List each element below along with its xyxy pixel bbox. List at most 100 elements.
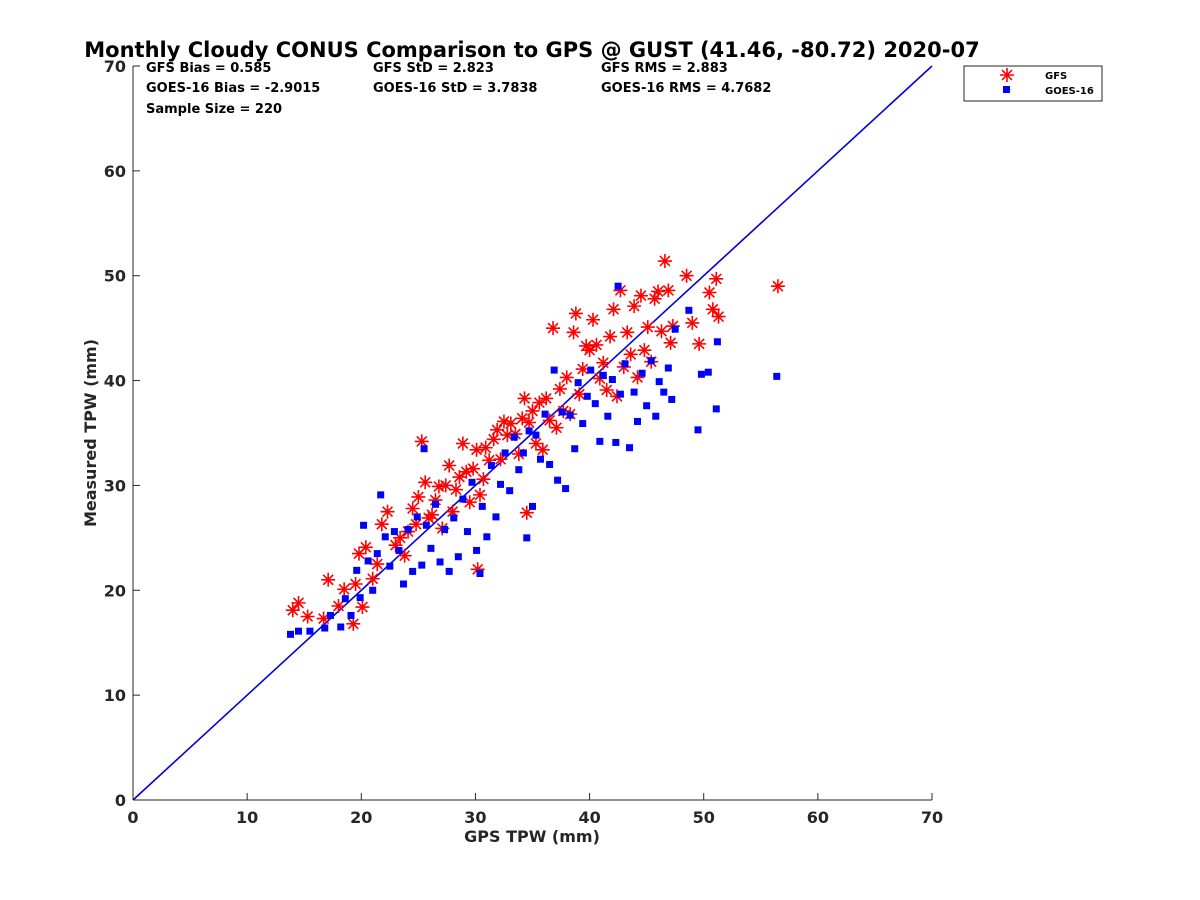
gfs-point: [414, 434, 429, 449]
goes-16-point: [478, 502, 486, 510]
gfs-point: [654, 324, 669, 339]
x-tick-label: 10: [236, 808, 258, 827]
goes-16-point: [337, 623, 345, 631]
gfs-point: [542, 413, 557, 428]
gfs-point: [482, 453, 497, 468]
gfs-point: [546, 321, 561, 336]
gfs-point: [630, 370, 645, 385]
gfs-point: [452, 470, 467, 485]
gfs-point: [418, 475, 433, 490]
chart-title: Monthly Cloudy CONUS Comparison to GPS @…: [84, 38, 979, 62]
goes-16-point: [395, 546, 403, 554]
gfs-point: [566, 325, 581, 340]
goes-16-point: [459, 495, 467, 503]
y-tick-label: 10: [104, 686, 126, 705]
goes-16-point: [634, 417, 642, 425]
gfs-point: [568, 306, 583, 321]
gfs-point: [321, 572, 336, 587]
gfs-point: [503, 416, 518, 431]
plot-area: 0 10 20 30 40 50 60 70 0 10 20 30 40 50 60 70 GFS Bias…: [104, 57, 943, 827]
goes-16-point: [546, 460, 554, 468]
gfs-point: [291, 595, 306, 610]
goes-16-point: [612, 438, 620, 446]
gfs-point: [627, 299, 642, 314]
goes-16-point: [373, 550, 381, 558]
gfs-point: [709, 271, 724, 286]
gfs-point: [702, 285, 717, 300]
y-tick-label: 70: [104, 57, 126, 76]
gfs-point: [380, 504, 395, 519]
stat-gfs-rms: GFS RMS = 2.883: [601, 61, 728, 76]
gfs-point: [300, 609, 315, 624]
gfs-point: [355, 600, 370, 615]
gfs-point: [455, 436, 470, 451]
goes-16-point: [431, 500, 439, 508]
goes-16-point: [712, 405, 720, 413]
gfs-point: [606, 302, 621, 317]
legend-goes-16-marker: [1003, 86, 1010, 93]
gfs-point: [496, 414, 511, 429]
gfs-point: [374, 517, 389, 532]
goes-16-point: [713, 338, 721, 346]
goes-16-point: [420, 445, 428, 453]
stat-goes-bias: GOES-16 Bias = -2.9015: [146, 81, 320, 96]
goes-16-point: [468, 478, 476, 486]
legend-label-gfs: GFS: [1045, 71, 1067, 82]
goes-16-point: [347, 611, 355, 619]
goes-16-point: [487, 462, 495, 470]
y-tick-label: 30: [104, 476, 126, 495]
goes-16-point: [583, 392, 591, 400]
goes-16-point: [587, 366, 595, 374]
gfs-point: [517, 391, 532, 406]
goes-16-point: [306, 627, 314, 635]
goes-16-point: [427, 544, 435, 552]
goes-16-point: [409, 567, 417, 575]
gfs-point: [470, 562, 485, 577]
goes-16-point: [630, 388, 638, 396]
gfs-point: [478, 440, 493, 455]
gfs-point: [515, 411, 530, 426]
gfs-point: [500, 428, 515, 443]
goes-16-point: [422, 521, 430, 529]
goes-16-point: [360, 521, 368, 529]
gfs-point: [575, 362, 590, 377]
gfs-point: [657, 254, 672, 269]
goes-16-point: [647, 357, 655, 365]
gfs-point: [459, 464, 474, 479]
gfs-point: [647, 291, 662, 306]
y-tick-label: 0: [115, 791, 126, 810]
gfs-point: [596, 355, 611, 370]
goes-16-point: [643, 402, 651, 410]
goes-16-point: [532, 431, 540, 439]
gfs-point: [640, 320, 655, 335]
x-axis-ticks: 0 10 20 30 40 50 60 70: [127, 793, 943, 827]
gfs-point: [603, 329, 618, 344]
goes-16-point: [638, 369, 646, 377]
goes-16-point: [529, 502, 536, 510]
goes-16-point: [353, 566, 361, 574]
gfs-point: [469, 442, 484, 457]
goes-16-point: [436, 558, 444, 566]
gfs-point: [490, 422, 505, 437]
gfs-point: [472, 487, 487, 502]
gfs-point: [462, 495, 477, 510]
gfs-point: [445, 504, 460, 519]
goes-16-point: [413, 513, 421, 521]
stat-gfs-bias: GFS Bias = 0.585: [146, 61, 271, 76]
goes-16-point: [326, 611, 334, 619]
goes-16-point: [652, 412, 660, 420]
goes-16-point: [616, 390, 624, 398]
gfs-point: [525, 403, 540, 418]
goes-16-point: [364, 557, 372, 565]
goes-16-point: [404, 525, 412, 533]
gfs-point: [613, 283, 628, 298]
gfs-point: [711, 309, 726, 324]
gfs-point: [637, 343, 652, 358]
gfs-point: [661, 283, 676, 298]
goes-16-point: [536, 455, 544, 463]
gfs-point: [692, 336, 707, 351]
goes-16-point: [418, 561, 426, 569]
statistics-text: GFS Bias = 0.585 GFS StD = 2.823 GFS RMS…: [146, 61, 771, 117]
goes-16-point: [287, 630, 295, 638]
gfs-point: [663, 335, 678, 350]
